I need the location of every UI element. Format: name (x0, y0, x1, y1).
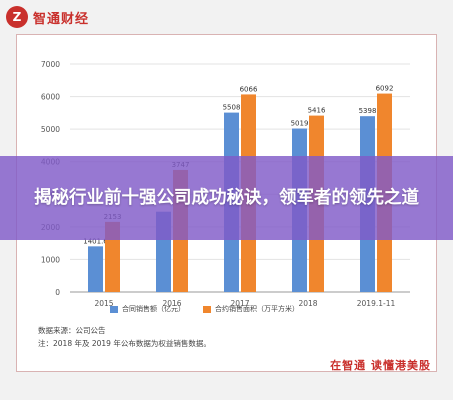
y-tick-label: 1000 (41, 255, 60, 264)
x-tick-label: 2018 (298, 299, 317, 308)
note-line: 注：2018 年及 2019 年公布数据为权益销售数据。 (38, 339, 211, 348)
logo-name: 智通财经 (33, 11, 90, 27)
chart-legend: 合同销售额（亿元） 合约销售面积（万平方米） (110, 304, 317, 314)
x-tick-label: 2015 (94, 299, 113, 308)
y-tick-label: 5000 (41, 125, 60, 134)
logo: Z 智通财经 (6, 4, 89, 30)
legend-item-area: 合约销售面积（万平方米） (203, 304, 299, 314)
x-tick-label: 2019.1-11 (357, 299, 396, 308)
bar-sales (88, 246, 103, 292)
x-tick-label: 2017 (230, 299, 249, 308)
y-tick-label: 7000 (41, 60, 60, 69)
legend-item-sales: 合同销售额（亿元） (110, 304, 185, 314)
data-label-area: 6066 (240, 85, 258, 93)
x-tick-label: 2016 (162, 299, 181, 308)
legend-swatch-sales (110, 305, 118, 313)
footer-slogan: 在智通 读懂港美股 (330, 359, 431, 372)
headline-banner: 揭秘行业前十强公司成功秘诀，领军者的领先之道 (0, 156, 453, 240)
chart-source: 数据来源：公司公告 注：2018 年及 2019 年公布数据为权益销售数据。 (38, 324, 211, 350)
y-tick-label: 6000 (41, 93, 60, 102)
y-tick-label: 0 (55, 288, 60, 297)
legend-swatch-area (203, 305, 211, 313)
data-label-sales: 5398 (359, 107, 377, 115)
data-label-area: 6092 (376, 85, 394, 93)
data-label-sales: 5508 (223, 104, 241, 112)
data-label-sales: 1401.6 (83, 237, 108, 245)
data-label-area: 5416 (308, 107, 326, 115)
headline-text: 揭秘行业前十强公司成功秘诀，领军者的领先之道 (34, 188, 419, 208)
legend-label-area: 合约销售面积（万平方米） (215, 305, 299, 313)
source-line: 数据来源：公司公告 (38, 326, 106, 335)
legend-label-sales: 合同销售额（亿元） (122, 305, 185, 313)
logo-mark-icon: Z (6, 6, 28, 28)
data-label-sales: 5019 (291, 120, 309, 128)
